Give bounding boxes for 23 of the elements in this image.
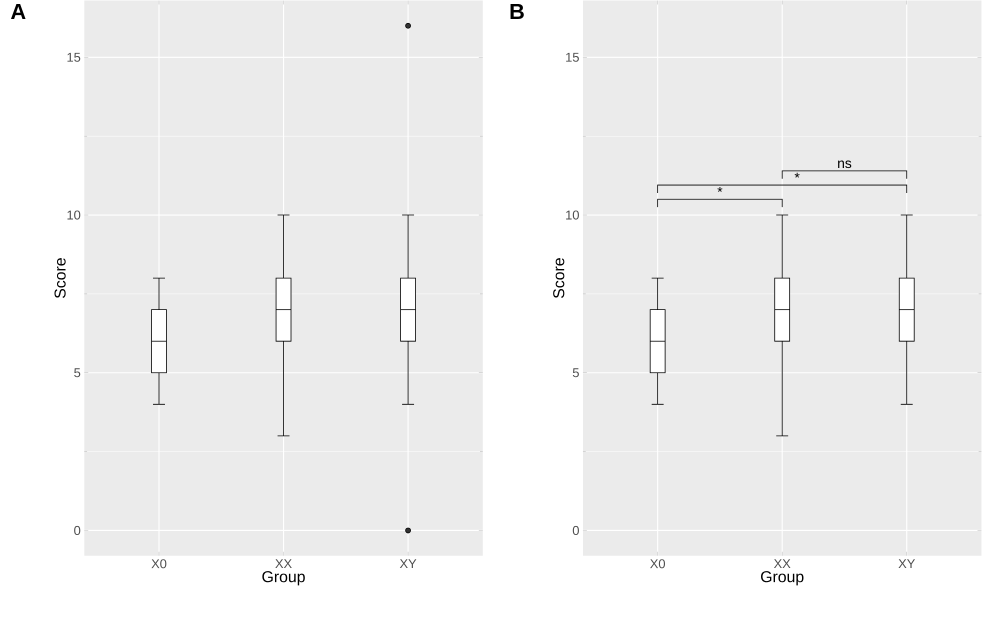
annotation: *: [794, 172, 800, 178]
chart-title: B: [510, 4, 524, 19]
y-tick-label: 10: [566, 210, 579, 220]
x-tick-label: X0: [151, 559, 166, 568]
x-axis-title: Group: [761, 571, 804, 586]
x-tick-label: XX: [774, 559, 790, 568]
y-tick-label: 5: [74, 368, 80, 378]
x-axis-title: Group: [262, 571, 305, 586]
annotation: *: [717, 186, 722, 192]
x-tick-label: X0: [650, 559, 666, 568]
x-tick-label: XY: [898, 559, 916, 568]
y-tick-label: 10: [67, 210, 80, 220]
y-axis-title: Score: [54, 258, 66, 298]
x-tick-label: XX: [275, 559, 292, 568]
y-tick-label: 15: [67, 52, 80, 62]
y-tick-label: 5: [572, 368, 579, 378]
x-tick-label: XY: [400, 559, 416, 568]
annotation: ns: [838, 160, 852, 168]
y-tick-label: 0: [572, 526, 579, 535]
y-tick-label: 15: [566, 52, 579, 62]
y-axis-title: Score: [553, 258, 564, 298]
chart-title: A: [10, 4, 26, 19]
y-tick-label: 0: [74, 526, 80, 535]
